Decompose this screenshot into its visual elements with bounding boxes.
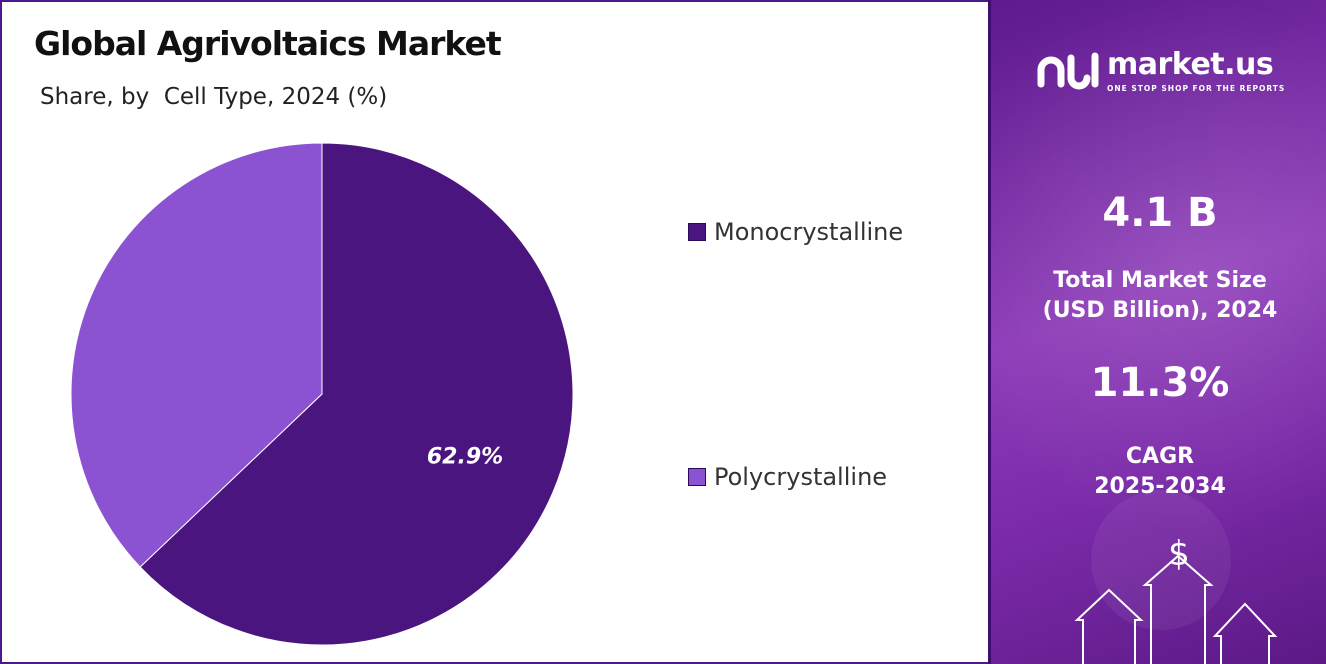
legend-label-polycrystalline: Polycrystalline: [714, 463, 888, 491]
legend-item-polycrystalline: Polycrystalline: [688, 463, 887, 491]
chart-title: Global Agrivoltaics Market: [34, 24, 502, 63]
panel-background-overlay: [991, 0, 1326, 664]
dollar-icon: $: [1168, 534, 1190, 574]
brand-logo: market.us ONE STOP SHOP FOR THE REPORTS: [1035, 48, 1285, 94]
legend-swatch-polycrystalline: [688, 468, 706, 486]
market-size-label-line1: Total Market Size: [1053, 268, 1267, 293]
chart-panel: Global Agrivoltaics Market Share, by Cel…: [2, 2, 988, 662]
cagr-value: 11.3%: [1090, 360, 1230, 406]
chart-subtitle: Share, by Cell Type, 2024 (%): [40, 84, 388, 110]
pie-data-label-monocrystalline: 62.9%: [427, 444, 503, 469]
market-size-value: 4.1 B: [1102, 190, 1218, 236]
cagr-label: CAGR: [1125, 444, 1195, 469]
market-size-label-line2: (USD Billion), 2024: [1042, 298, 1278, 323]
legend-swatch-monocrystalline: [688, 223, 706, 241]
pie-slice-polycrystalline: [70, 142, 323, 568]
brand-name: market.us: [1107, 46, 1274, 82]
legend-label-monocrystalline: Monocrystalline: [714, 218, 904, 246]
pie-slice-monocrystalline: [139, 142, 574, 646]
cagr-period: 2025-2034: [1094, 474, 1226, 499]
growth-arrows-decoration: $: [1074, 490, 1278, 664]
brand-tagline: ONE STOP SHOP FOR THE REPORTS: [1107, 83, 1286, 93]
market-us-logo-icon: [1037, 52, 1099, 90]
legend-item-monocrystalline: Monocrystalline: [688, 218, 903, 246]
summary-panel: $ market.us ONE STOP SHOP FOR THE REPORT…: [988, 0, 1326, 664]
pie-chart: 62.9%: [70, 142, 574, 646]
